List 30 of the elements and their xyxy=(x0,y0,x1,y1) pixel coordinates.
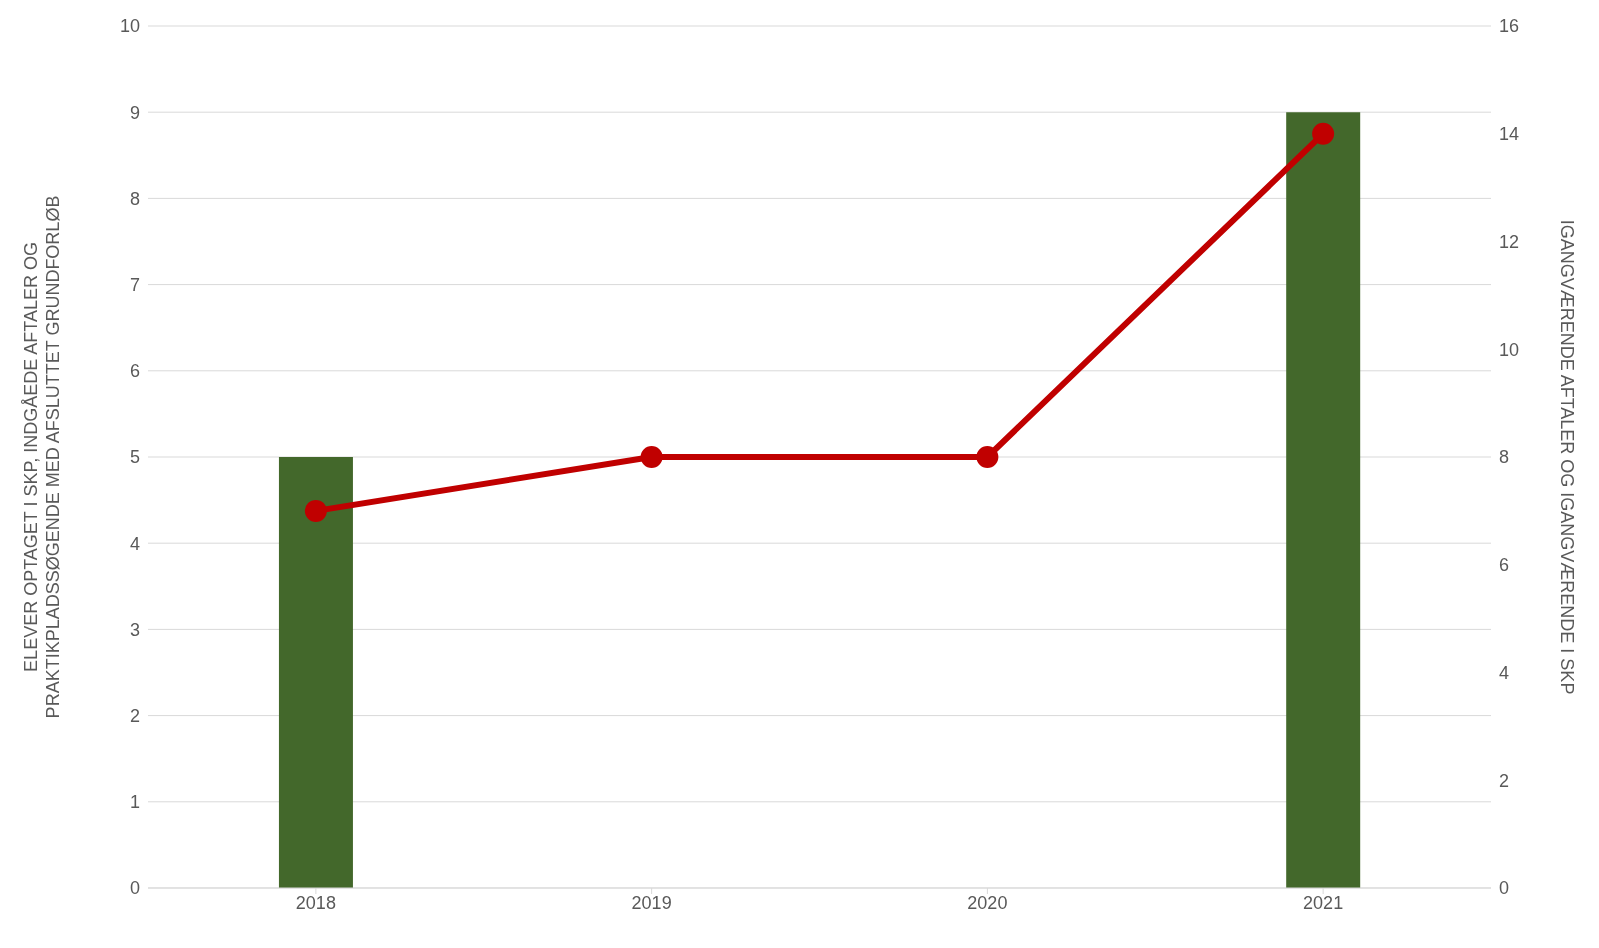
y-tick-label: 7 xyxy=(129,274,140,295)
y-tick-label: 3 xyxy=(129,619,140,640)
y-tick-label: 6 xyxy=(129,361,140,382)
point xyxy=(976,446,999,468)
y-tick-label: 2 xyxy=(129,705,140,726)
point xyxy=(304,499,327,522)
y-tick-label: 10 xyxy=(119,16,140,37)
y2-tick-label: 0 xyxy=(1499,878,1510,899)
x-tick-label: 2019 xyxy=(631,892,672,913)
y-tick-label: 1 xyxy=(129,792,140,813)
y2-tick-label: 12 xyxy=(1499,231,1520,252)
y2-tick-label: 10 xyxy=(1499,339,1520,360)
y-tick-label: 8 xyxy=(129,188,140,209)
y-tick-label: 9 xyxy=(129,102,140,123)
y2-tick-label: 2 xyxy=(1499,770,1510,791)
x-tick-label: 2021 xyxy=(1303,892,1344,913)
y2-tick-label: 6 xyxy=(1499,555,1510,576)
y-tick-label: 5 xyxy=(129,447,140,468)
y2-tick-label: 4 xyxy=(1499,662,1510,683)
y-axis-title: ELEVER OPTAGET I SKP, INDGÅEDE AFTALER OG PRAKTIKPLADSSØGENDE MED AFSLUTTET GRUNDFORLØB xyxy=(21,195,63,719)
y2-axis-title: IGANGVÆRENDE AFTALER OG IGANGVÆRENDE I SKP xyxy=(1557,219,1577,695)
point xyxy=(640,446,663,468)
x-tick-label: 2020 xyxy=(967,892,1008,913)
y2-tick-label: 8 xyxy=(1499,447,1510,468)
point xyxy=(1312,122,1335,145)
y-tick-label: 4 xyxy=(129,533,140,554)
y-tick-label: 0 xyxy=(129,878,140,899)
y2-tick-label: 16 xyxy=(1499,16,1520,37)
y2-tick-label: 14 xyxy=(1499,124,1520,145)
x-tick-label: 2018 xyxy=(295,892,336,913)
